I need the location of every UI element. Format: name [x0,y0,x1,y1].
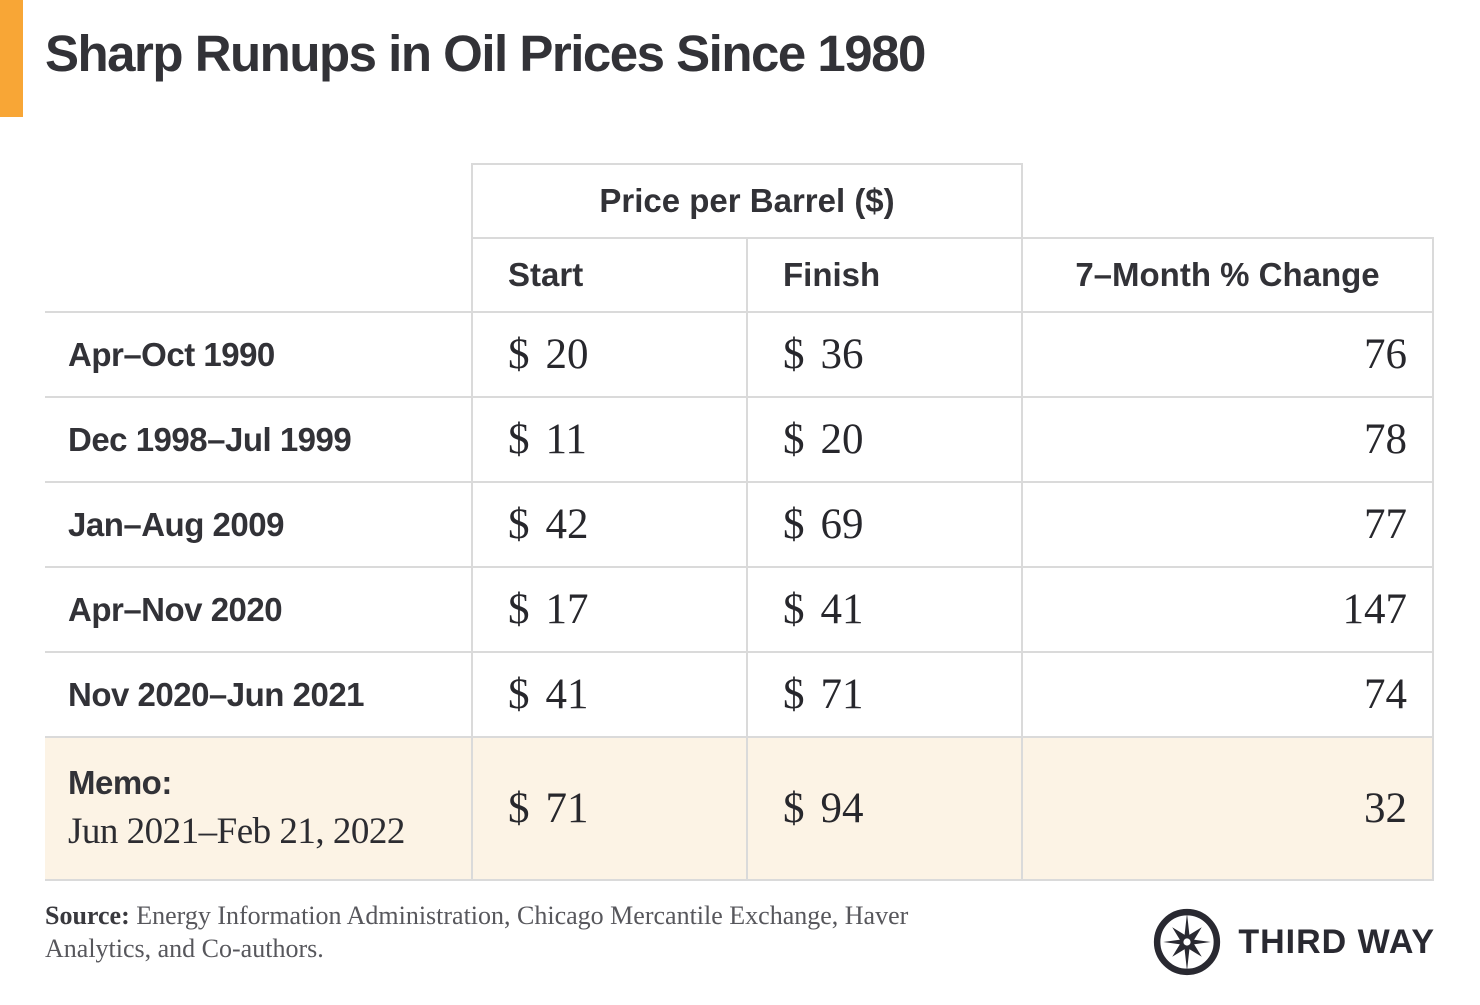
third-way-logo: THIRD WAY [1151,900,1435,978]
row-label: Apr–Oct 1990 [45,312,472,398]
dollar-sign: $ [508,785,530,832]
finish-price-value: 20 [820,416,864,463]
finish-price-cell: $69 [746,482,1022,568]
start-price-value: 20 [545,331,589,378]
dollar-sign: $ [783,331,805,378]
start-price-cell: $20 [471,312,747,398]
dollar-sign: $ [783,671,805,718]
finish-price-value: 94 [820,785,864,832]
dollar-sign: $ [508,416,530,463]
start-price-value: 17 [545,586,589,633]
title-accent-bar [0,0,23,117]
table-row: Apr–Nov 2020 $17 $41 147 [45,567,1434,653]
dollar-sign: $ [783,586,805,633]
start-price-value: 42 [545,501,589,548]
finish-price-cell: $36 [746,312,1022,398]
dollar-sign: $ [508,501,530,548]
start-price-cell: $41 [471,652,747,738]
finish-price-cell: $71 [746,652,1022,738]
percent-change-value: 32 [1021,737,1434,881]
row-label: Jan–Aug 2009 [45,482,472,568]
percent-change-value: 147 [1021,567,1434,653]
blank-header-cell [1022,164,1433,238]
oil-price-table: Price per Barrel ($) Start Finish 7–Mont… [45,163,1434,881]
group-header-row: Price per Barrel ($) [45,163,1433,239]
percent-change-value: 78 [1021,397,1434,483]
table-row: Apr–Oct 1990 $20 $36 76 [45,312,1434,398]
finish-price-cell: $94 [746,737,1022,881]
source-text: Energy Information Administration, Chica… [45,901,909,963]
group-header-price-per-barrel: Price per Barrel ($) [471,163,1023,239]
footer: Source: Energy Information Administratio… [45,900,1435,978]
dollar-sign: $ [508,586,530,633]
logo-wordmark: THIRD WAY [1238,922,1435,961]
page-title: Sharp Runups in Oil Prices Since 1980 [45,25,926,82]
start-price-cell: $42 [471,482,747,568]
start-price-cell: $11 [471,397,747,483]
finish-price-value: 69 [820,501,864,548]
start-price-value: 41 [545,671,589,718]
compass-star-icon [1154,908,1221,976]
start-price-cell: $71 [471,737,747,881]
start-price-value: 11 [545,416,587,463]
percent-change-value: 77 [1021,482,1434,568]
finish-price-cell: $20 [746,397,1022,483]
dollar-sign: $ [783,501,805,548]
column-header-row: Start Finish 7–Month % Change [45,237,1434,313]
finish-price-value: 41 [820,586,864,633]
memo-label: Memo: [68,764,172,801]
column-header-finish: Finish [746,238,1022,313]
dollar-sign: $ [783,785,805,832]
column-header-start: Start [471,238,747,313]
corner-blank-cell [45,238,472,313]
source-note: Source: Energy Information Administratio… [45,900,1005,965]
dollar-sign: $ [508,331,530,378]
finish-price-value: 71 [820,671,864,718]
column-header-change: 7–Month % Change [1021,237,1434,313]
memo-period: Jun 2021–Feb 21, 2022 [68,811,405,852]
table-row: Dec 1998–Jul 1999 $11 $20 78 [45,397,1434,483]
table-row: Nov 2020–Jun 2021 $41 $71 74 [45,652,1434,738]
percent-change-value: 76 [1021,312,1434,398]
memo-row: Memo: Jun 2021–Feb 21, 2022 $71 $94 32 [45,737,1434,881]
dollar-sign: $ [783,416,805,463]
finish-price-cell: $41 [746,567,1022,653]
row-label: Dec 1998–Jul 1999 [45,397,472,483]
table-row: Jan–Aug 2009 $42 $69 77 [45,482,1434,568]
start-price-value: 71 [545,785,589,832]
row-label: Nov 2020–Jun 2021 [45,652,472,738]
source-label: Source: [45,901,130,930]
finish-price-value: 36 [820,331,864,378]
start-price-cell: $17 [471,567,747,653]
memo-row-label: Memo: Jun 2021–Feb 21, 2022 [45,737,472,881]
row-label: Apr–Nov 2020 [45,567,472,653]
percent-change-value: 74 [1021,652,1434,738]
dollar-sign: $ [508,671,530,718]
corner-blank-cell [45,164,472,238]
